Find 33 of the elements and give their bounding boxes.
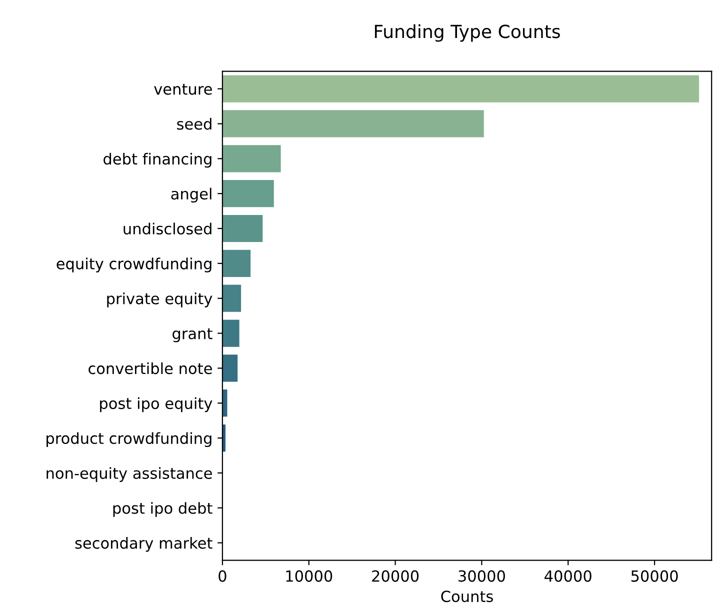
y-tick-label: seed [177,118,212,130]
chart-title: Funding Type Counts [374,24,560,42]
bar [222,424,226,452]
y-tick-label: secondary market [75,537,212,552]
bar [222,284,242,313]
x-tick-label: 50000 [631,570,678,582]
y-tick-label: undisclosed [124,222,212,235]
bar [222,214,264,243]
bar [222,109,485,138]
bar [222,388,228,418]
bar [222,74,700,104]
x-tick-label: 0 [218,570,226,582]
y-tick-label: venture [154,84,212,95]
x-tick-label: 20000 [372,570,419,582]
y-tick-label: equity crowdfunding [56,258,212,272]
y-tick-label: private equity [107,292,212,308]
bar [222,144,282,174]
x-tick-label: 10000 [286,570,332,582]
y-tick-label: product crowdfunding [46,432,212,448]
y-tick-label: post ipo debt [113,502,212,517]
y-tick-label: angel [171,188,212,203]
y-tick-label: post ipo equity [100,397,212,412]
x-tick-label: 40000 [544,570,592,582]
y-tick-label: non-equity assistance [46,467,212,482]
y-tick-label: convertible note [88,362,212,374]
y-tick-label: debt financing [104,152,212,168]
x-axis-title: Counts [441,590,493,602]
y-tick-label: grant [172,328,212,342]
bar [222,318,240,348]
bar [222,249,252,278]
x-tick-label: 30000 [458,570,505,582]
bar [222,354,238,383]
bar [222,179,275,208]
